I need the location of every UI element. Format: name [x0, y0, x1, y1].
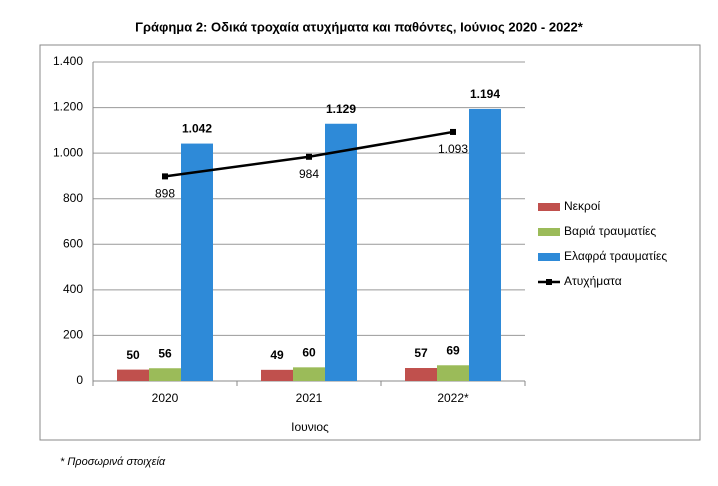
bar — [469, 108, 501, 381]
legend-swatch — [538, 253, 560, 261]
bar — [261, 369, 293, 381]
line-marker — [450, 128, 456, 135]
y-tick-label: 0 — [76, 373, 83, 387]
legend-swatch — [538, 203, 560, 211]
bar — [325, 123, 357, 382]
data-label: 1.194 — [470, 87, 500, 101]
data-label: 69 — [446, 343, 460, 357]
y-tick-label: 400 — [63, 282, 83, 296]
chart-title: Γράφημα 2: Οδικά τροχαία ατυχήματα και π… — [135, 19, 584, 34]
line-marker — [162, 173, 168, 180]
legend-label: Νεκροί — [564, 199, 601, 213]
data-label: 1.129 — [326, 102, 356, 116]
x-tick-label: 2020 — [152, 391, 179, 405]
y-tick-label: 800 — [63, 191, 83, 205]
footnote: * Προσωρινά στοιχεία — [60, 456, 166, 468]
legend-label: Ατυχήματα — [564, 274, 622, 288]
data-label: 898 — [155, 187, 175, 201]
y-tick-label: 1.000 — [53, 145, 83, 159]
data-label: 57 — [414, 346, 428, 360]
legend-label: Ελαφρά τραυματίες — [564, 249, 667, 263]
bar — [181, 143, 213, 381]
data-label: 1.042 — [182, 122, 212, 136]
y-tick-label: 1.200 — [53, 100, 83, 114]
legend-swatch — [538, 228, 560, 236]
data-label: 984 — [299, 167, 319, 181]
data-label: 49 — [270, 348, 284, 362]
data-label: 1.093 — [438, 142, 468, 156]
x-tick-label: 2022* — [437, 391, 469, 405]
bar — [405, 368, 437, 381]
y-tick-label: 1.400 — [53, 54, 83, 68]
bar — [117, 369, 149, 381]
data-label: 60 — [302, 346, 316, 360]
bar — [293, 367, 325, 381]
bar — [149, 368, 181, 381]
chart-frame — [39, 44, 701, 441]
y-tick-label: 600 — [63, 236, 83, 250]
data-label: 56 — [158, 346, 172, 360]
data-label: 50 — [126, 348, 140, 362]
bar — [437, 365, 469, 381]
x-axis-title: Ιουνιος — [291, 420, 329, 434]
legend-label: Βαριά τραυματίες — [564, 224, 656, 238]
legend-swatch — [546, 279, 552, 285]
x-tick-label: 2021 — [296, 391, 323, 405]
line-marker — [306, 153, 312, 160]
y-tick-label: 200 — [63, 328, 83, 342]
